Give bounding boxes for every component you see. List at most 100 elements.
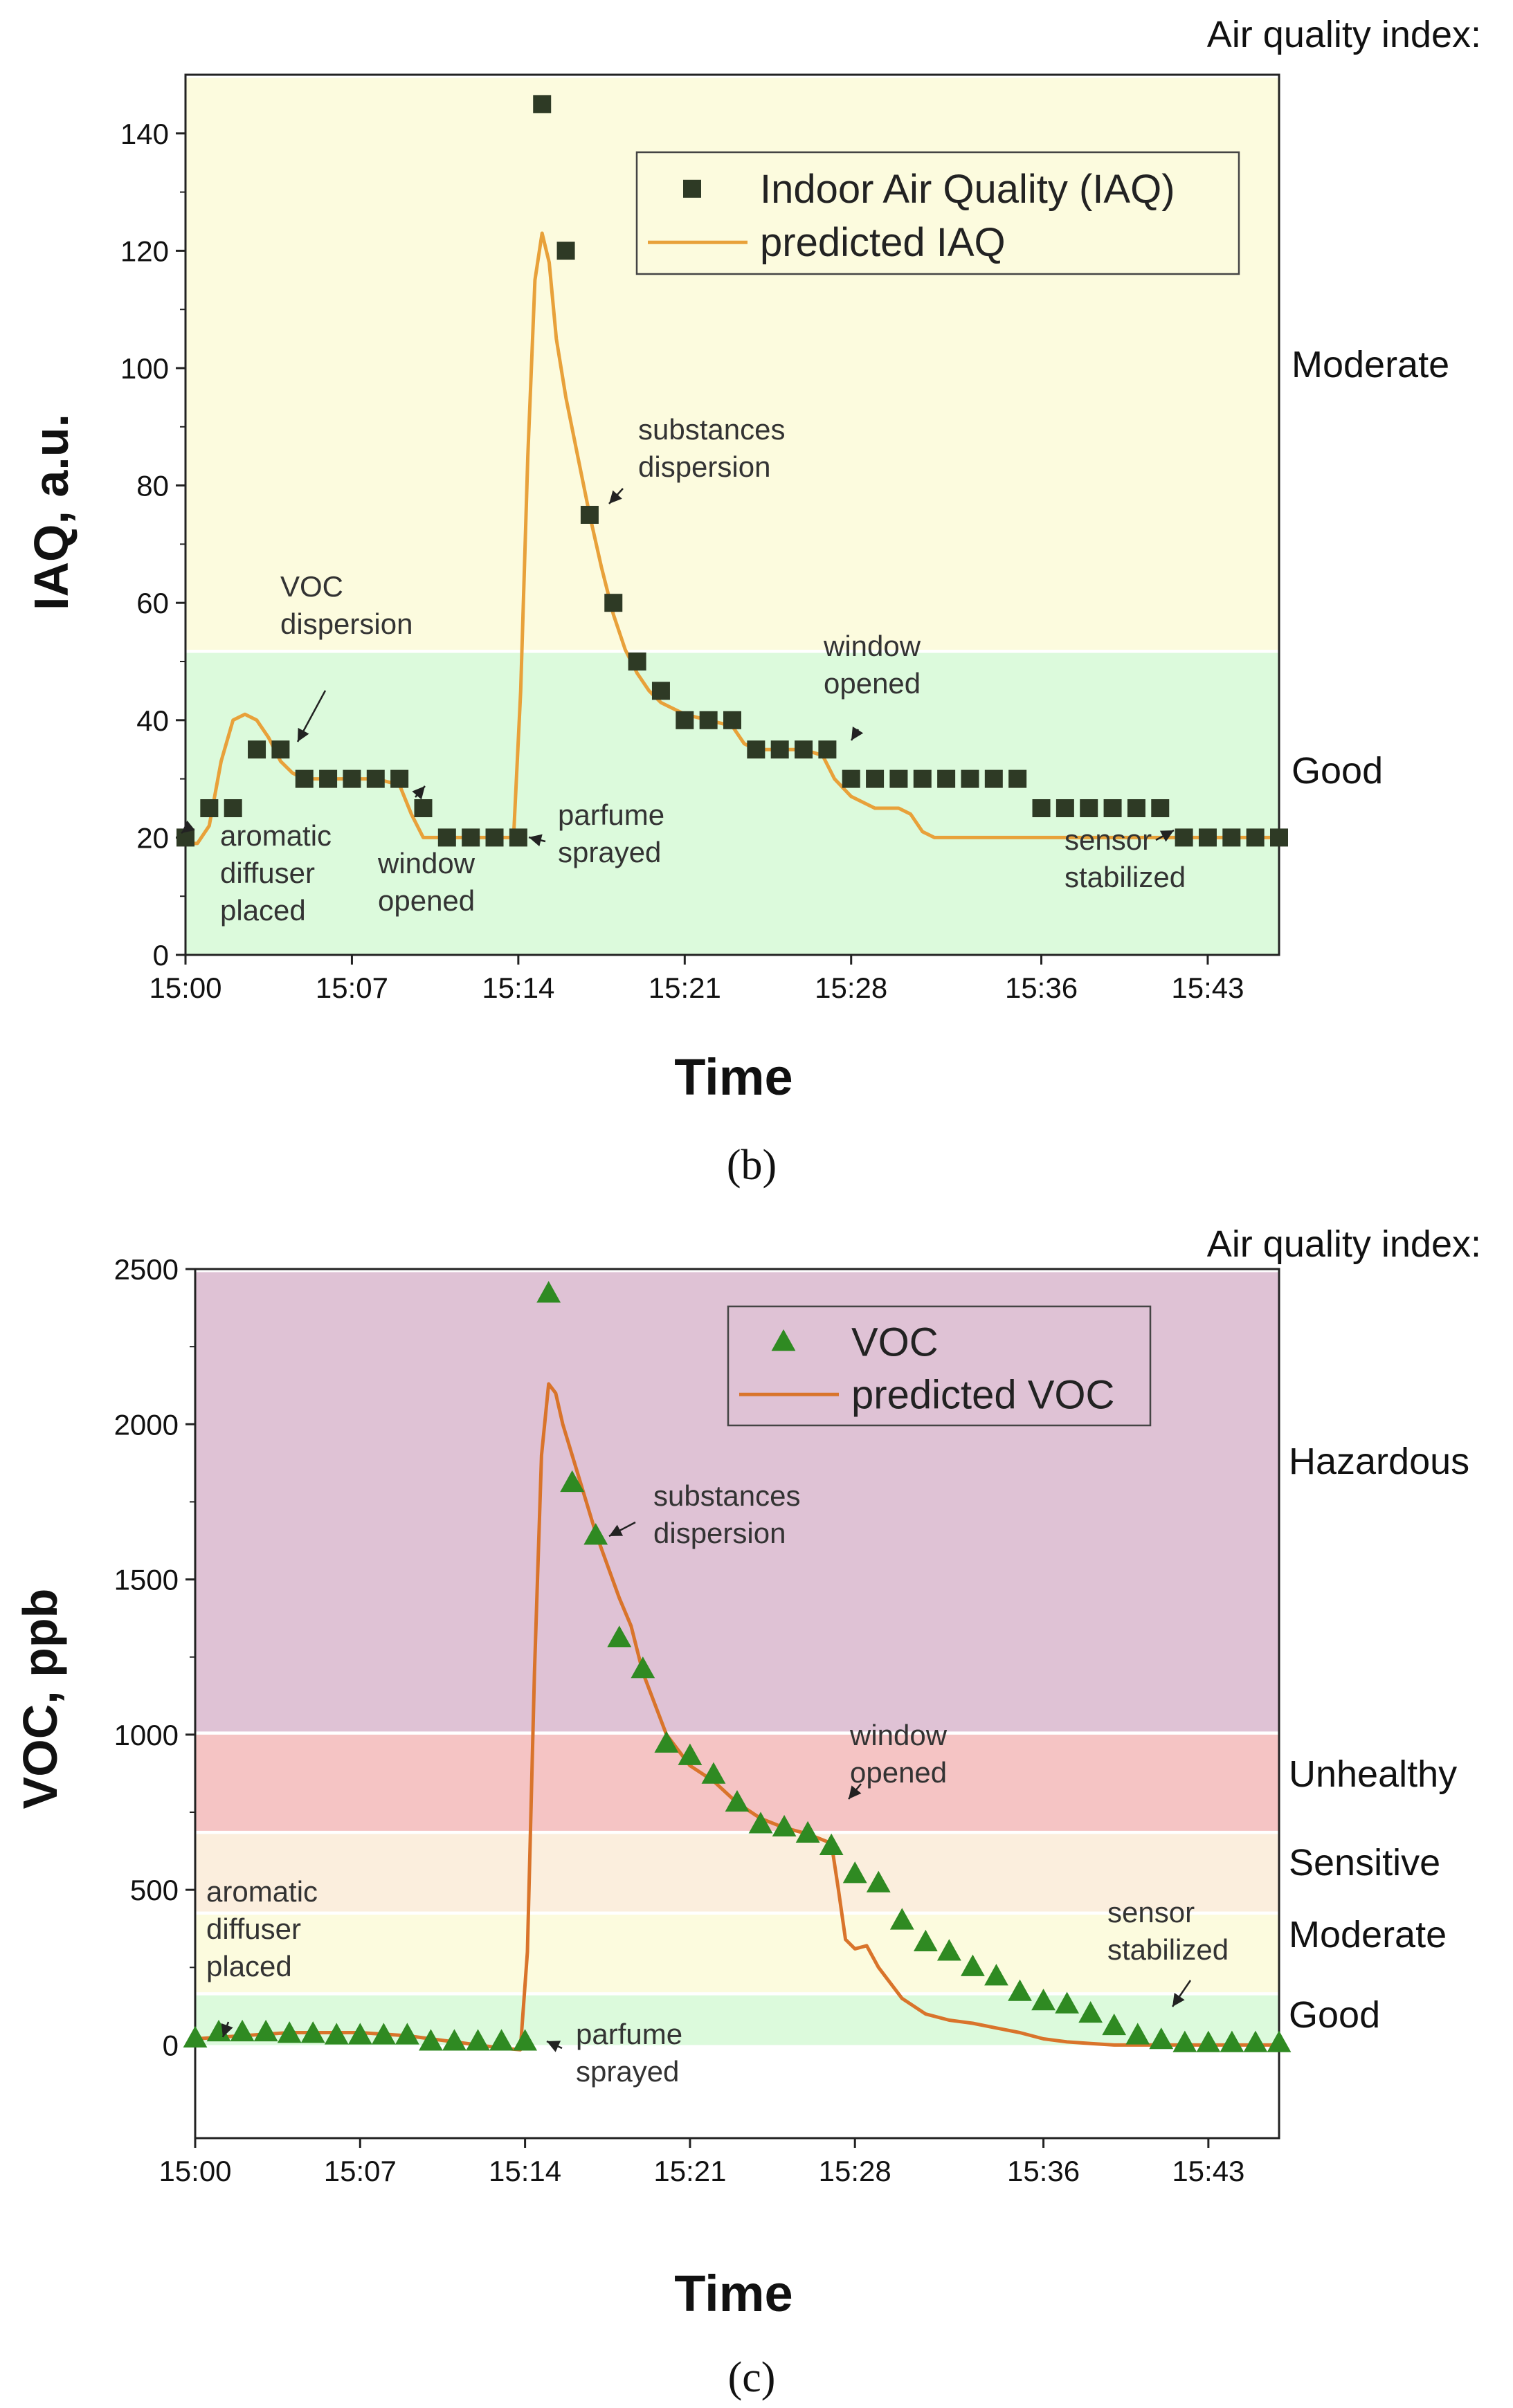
voc-chart: Air quality index: Good Moderate Sensitive… bbox=[13, 1223, 1481, 2401]
y-tick-label: 20 bbox=[136, 821, 169, 854]
annotation-text: parfume sprayed bbox=[558, 799, 664, 868]
band-label-unhealthy: Unhealthy bbox=[1289, 1753, 1457, 1795]
iaq-y-axis-label: IAQ, a.u. bbox=[24, 414, 78, 610]
data-point bbox=[1103, 799, 1122, 817]
annotation-line: sensor bbox=[1107, 1896, 1195, 1928]
data-point bbox=[723, 711, 741, 729]
data-point bbox=[1243, 2030, 1268, 2052]
data-point bbox=[1172, 2030, 1197, 2052]
data-point bbox=[206, 2019, 231, 2042]
data-point bbox=[1008, 769, 1027, 788]
data-point bbox=[560, 1470, 585, 1493]
annotation-line: parfume bbox=[576, 2018, 682, 2050]
x-tick-label: 15:21 bbox=[649, 972, 721, 1004]
y-tick-label: 140 bbox=[120, 118, 169, 150]
data-point bbox=[961, 769, 979, 788]
iaq-measured-series bbox=[176, 95, 1288, 847]
data-point bbox=[676, 711, 694, 729]
annotation-text: VOC dispersion bbox=[280, 570, 413, 640]
annotation-line: stabilized bbox=[1107, 1933, 1229, 1966]
x-tick-label: 15:43 bbox=[1171, 972, 1244, 1004]
data-point bbox=[1056, 799, 1074, 817]
plot-frame bbox=[184, 73, 1280, 956]
data-point bbox=[936, 1939, 961, 1961]
annotation-line: stabilized bbox=[1064, 861, 1186, 893]
annotation-arrowhead bbox=[221, 2023, 233, 2037]
data-point bbox=[224, 799, 242, 817]
annotation-line: opened bbox=[824, 667, 921, 700]
data-point bbox=[414, 799, 433, 817]
legend-marker-triangle bbox=[771, 1329, 796, 1351]
data-point bbox=[200, 799, 219, 817]
plot-frame bbox=[194, 1268, 1280, 2140]
data-point bbox=[654, 1731, 679, 1753]
annotation-line: placed bbox=[220, 894, 306, 927]
x-tick-label: 15:28 bbox=[819, 2155, 891, 2187]
data-point bbox=[1175, 828, 1193, 847]
data-point bbox=[271, 740, 290, 759]
annotation-text: window opened bbox=[849, 1719, 948, 1789]
annotation-line: opened bbox=[378, 884, 475, 917]
data-point bbox=[937, 769, 956, 788]
data-point bbox=[747, 740, 765, 759]
data-point bbox=[795, 1821, 820, 1843]
data-point bbox=[277, 2021, 302, 2043]
data-point bbox=[701, 1762, 726, 1784]
data-point bbox=[725, 1789, 750, 1812]
band-label-good: Good bbox=[1289, 1994, 1380, 2036]
data-point bbox=[253, 2019, 278, 2042]
data-point bbox=[1222, 828, 1241, 847]
band-label-sensitive: Sensitive bbox=[1289, 1842, 1440, 1883]
data-point bbox=[371, 2023, 396, 2045]
annotation-line: dispersion bbox=[280, 608, 413, 640]
data-point bbox=[462, 828, 480, 847]
annotation-arrowhead bbox=[609, 1524, 624, 1536]
data-point bbox=[1031, 1989, 1056, 2011]
data-point bbox=[818, 740, 837, 759]
band-label-moderate: Moderate bbox=[1292, 344, 1449, 385]
annotation-text: window opened bbox=[377, 847, 475, 917]
data-point bbox=[772, 1814, 797, 1837]
data-point bbox=[419, 2029, 443, 2051]
data-point bbox=[536, 1281, 561, 1303]
data-point bbox=[1267, 2030, 1292, 2052]
iaq-panel-label: (b) bbox=[727, 1142, 777, 1189]
data-point bbox=[183, 2025, 208, 2048]
data-point bbox=[866, 1870, 891, 1892]
voc-y-axis-label: VOC, ppb bbox=[13, 1589, 67, 1809]
legend-label-predicted: predicted VOC bbox=[851, 1372, 1114, 1417]
data-point bbox=[1125, 2023, 1150, 2045]
data-point bbox=[866, 769, 885, 788]
data-point bbox=[699, 711, 718, 729]
annotation-line: sensor bbox=[1064, 823, 1152, 856]
x-tick-label: 15:14 bbox=[489, 2155, 561, 2187]
y-tick-label: 1000 bbox=[114, 1719, 179, 1751]
data-point bbox=[607, 1625, 632, 1648]
data-point bbox=[1149, 2027, 1174, 2050]
data-point bbox=[984, 769, 1003, 788]
band-label-good: Good bbox=[1292, 750, 1383, 792]
iaq-axes: 0 20 40 60 80 100 120 140 15:00 15:07 15:14 15:21 15… bbox=[120, 73, 1280, 1004]
data-point bbox=[485, 828, 504, 847]
data-point bbox=[795, 740, 813, 759]
data-point bbox=[295, 769, 314, 788]
annotation-arrowhead bbox=[1159, 830, 1174, 842]
legend-box bbox=[635, 151, 1240, 275]
annotation-arrowhead bbox=[849, 1785, 862, 1799]
y-tick-label: 80 bbox=[136, 470, 169, 502]
data-point bbox=[842, 1861, 867, 1883]
data-point bbox=[1055, 1991, 1080, 2014]
data-point bbox=[442, 2029, 466, 2051]
data-point bbox=[961, 1954, 985, 1976]
y-tick-label: 2500 bbox=[114, 1253, 179, 1286]
annotation-arrowhead bbox=[529, 834, 543, 847]
data-point bbox=[748, 1812, 773, 1834]
data-point bbox=[583, 1523, 608, 1545]
data-point bbox=[343, 769, 361, 788]
voc-header: Air quality index: bbox=[1207, 1223, 1481, 1265]
legend-label-measured: VOC bbox=[851, 1320, 939, 1365]
annotation-text: window opened bbox=[823, 630, 921, 700]
legend-label-predicted: predicted IAQ bbox=[760, 220, 1006, 265]
data-point bbox=[819, 1833, 844, 1855]
annotation-line: parfume bbox=[558, 799, 664, 831]
